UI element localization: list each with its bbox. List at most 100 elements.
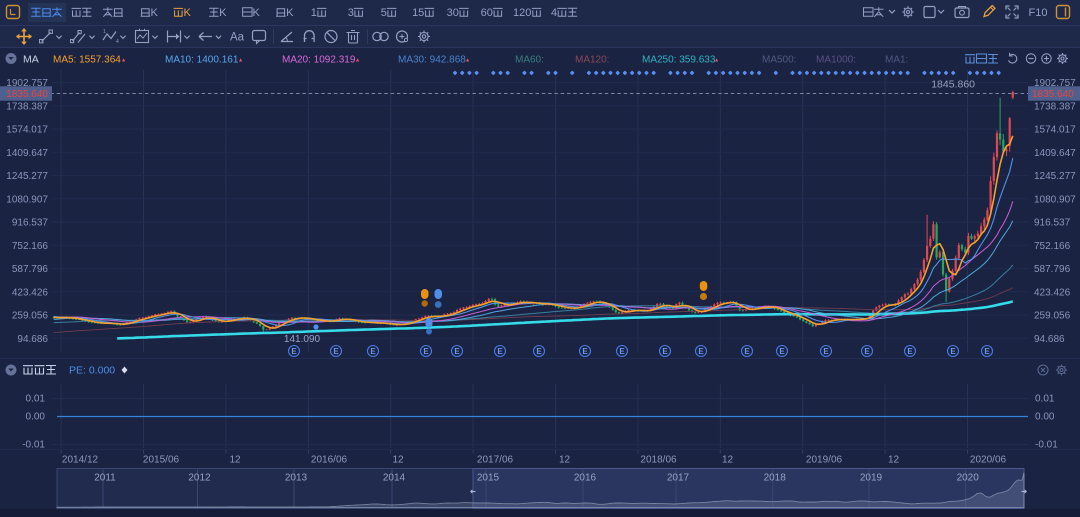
svg-text:0.01: 0.01 [1035,394,1055,405]
svg-text:1245.277: 1245.277 [1034,171,1076,182]
svg-text:2015/06: 2015/06 [143,455,180,466]
svg-text:2016/06: 2016/06 [311,455,348,466]
svg-text:E: E [536,347,542,356]
svg-text:MA30: 942.868: MA30: 942.868 [398,55,466,66]
svg-text:1: 1 [103,29,106,35]
svg-text:1409.647: 1409.647 [1034,148,1076,159]
svg-text:5: 5 [381,7,387,19]
svg-text:916.537: 916.537 [12,218,49,229]
svg-text:1574.017: 1574.017 [6,125,48,136]
svg-text:3: 3 [348,7,354,19]
svg-text:K: K [151,7,159,19]
svg-text:752.166: 752.166 [12,241,49,252]
svg-text:MA20: 1092.319: MA20: 1092.319 [282,55,356,66]
svg-text:423.426: 423.426 [12,287,49,298]
svg-text:K: K [219,7,227,19]
svg-text:E: E [744,347,750,356]
svg-text:Aa: Aa [230,32,245,44]
svg-text:MA: MA [23,54,39,66]
svg-text:MA250: 359.633: MA250: 359.633 [642,55,716,66]
svg-text:MA10: 1400.161: MA10: 1400.161 [165,55,239,66]
svg-text:1080.907: 1080.907 [1034,194,1076,205]
svg-text:2014: 2014 [383,473,406,484]
svg-text:MA500:: MA500: [762,55,796,66]
svg-text:1835.640: 1835.640 [1032,89,1074,100]
svg-text:752.166: 752.166 [1034,241,1071,252]
svg-text:-0.01: -0.01 [22,440,45,451]
svg-text:2017/06: 2017/06 [477,455,514,466]
svg-text:30: 30 [447,7,459,19]
svg-text:2020/06: 2020/06 [970,455,1007,466]
svg-text:MA60:: MA60: [515,55,544,66]
svg-text:1845.860: 1845.860 [931,79,975,91]
svg-text:2012: 2012 [188,473,211,484]
svg-text:12: 12 [559,455,571,466]
svg-text:423.426: 423.426 [1034,287,1071,298]
svg-text:94.686: 94.686 [1034,334,1065,345]
svg-text:0.00: 0.00 [1035,412,1055,423]
svg-text:12: 12 [229,455,241,466]
svg-text:1902.757: 1902.757 [6,78,48,89]
svg-text:1738.387: 1738.387 [6,101,48,112]
svg-text:E: E [950,347,956,356]
svg-text:E: E [582,347,588,356]
svg-text:1738.387: 1738.387 [1034,101,1076,112]
svg-text:2019: 2019 [860,473,883,484]
svg-text:1574.017: 1574.017 [1034,125,1076,136]
svg-text:1: 1 [311,7,317,19]
svg-text:E: E [333,347,339,356]
svg-text:MA5: 1557.364: MA5: 1557.364 [53,55,121,66]
svg-text:259.056: 259.056 [12,311,49,322]
svg-text:120: 120 [513,7,531,19]
svg-text:1245.277: 1245.277 [6,171,48,182]
svg-text:15: 15 [412,7,424,19]
svg-text:E: E [454,347,460,356]
svg-text:MA1000:: MA1000: [816,55,856,66]
svg-text:587.796: 587.796 [12,264,49,275]
svg-text:12: 12 [888,455,900,466]
svg-text:4: 4 [551,7,557,19]
svg-text:E: E [662,347,668,356]
svg-text:E: E [984,347,990,356]
svg-text:2014/12: 2014/12 [62,455,99,466]
svg-text:-0.01: -0.01 [1035,440,1058,451]
svg-text:4: 4 [116,39,119,45]
svg-text:2017: 2017 [667,473,690,484]
svg-text:1902.757: 1902.757 [1034,78,1076,89]
svg-text:1409.647: 1409.647 [6,148,48,159]
svg-text:916.537: 916.537 [1034,218,1071,229]
svg-text:E: E [907,347,913,356]
svg-text:587.796: 587.796 [1034,264,1071,275]
svg-text:94.686: 94.686 [17,334,48,345]
svg-text:E: E [291,347,297,356]
svg-text:141.090: 141.090 [284,334,321,345]
svg-text:60: 60 [481,7,493,19]
svg-text:PE: 0.000: PE: 0.000 [69,365,115,377]
svg-text:K: K [286,7,294,19]
svg-text:E: E [497,347,503,356]
svg-text:E: E [423,347,429,356]
svg-text:2018: 2018 [764,473,787,484]
svg-text:0.01: 0.01 [26,394,46,405]
svg-text:2019/06: 2019/06 [806,455,843,466]
svg-text:259.056: 259.056 [1034,311,1071,322]
svg-text:K: K [184,7,192,19]
svg-text:2015: 2015 [477,473,500,484]
svg-text:F10: F10 [1029,7,1048,19]
svg-text:E: E [864,347,870,356]
svg-text:2013: 2013 [285,473,308,484]
svg-text:E: E [823,347,829,356]
svg-text:12: 12 [392,455,404,466]
svg-text:E: E [619,347,625,356]
svg-text:2020: 2020 [957,473,980,484]
svg-text:E: E [370,347,376,356]
svg-text:2011: 2011 [94,473,116,484]
svg-text:0.00: 0.00 [26,412,46,423]
svg-text:K: K [253,7,261,19]
svg-text:2016: 2016 [574,473,597,484]
svg-text:MA120:: MA120: [575,55,609,66]
svg-text:1835.640: 1835.640 [6,89,48,100]
svg-text:1080.907: 1080.907 [6,194,48,205]
svg-text:2018/06: 2018/06 [640,455,677,466]
svg-text:12: 12 [722,455,734,466]
